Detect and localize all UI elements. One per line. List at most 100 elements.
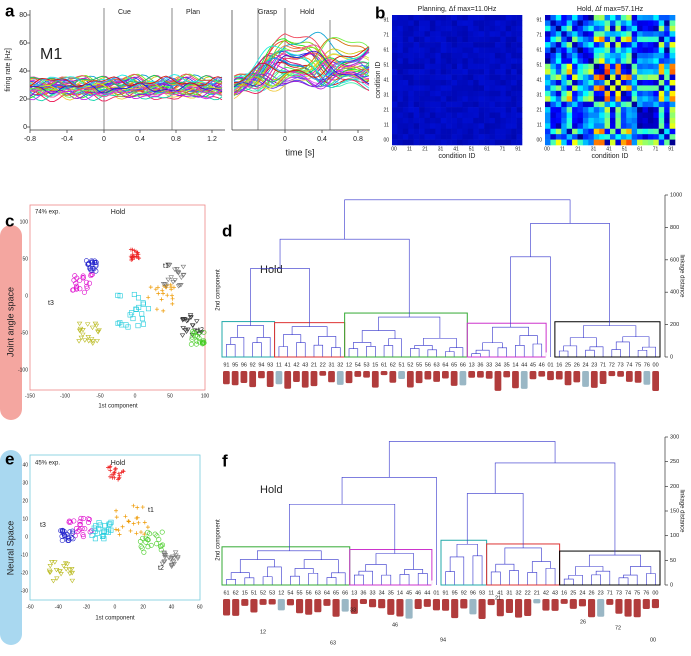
dendrogram-link (366, 345, 376, 357)
marker (77, 522, 83, 528)
heatmap-cell (653, 25, 660, 32)
heatmap-cell (446, 139, 452, 146)
heatmap-cell (397, 25, 404, 32)
heatmap-cell (440, 20, 447, 27)
dendrogram-link (267, 566, 282, 585)
heatmap-cell (572, 31, 578, 37)
heatmap-cell (631, 58, 638, 65)
dendrogram-link (515, 345, 525, 357)
marker (50, 578, 57, 584)
heatmap-cell (631, 47, 638, 54)
heatmap-cell (505, 107, 512, 113)
heatmap-cell (631, 112, 638, 119)
y-tick: 61 (383, 47, 389, 53)
dendrogram-link (642, 346, 656, 357)
heatmap-cell (511, 25, 517, 32)
y-tick: -100 (18, 367, 28, 373)
heatmap-cell (550, 36, 557, 43)
side-bar (0, 450, 22, 645)
marker (176, 283, 183, 288)
heatmap-cell (435, 101, 442, 108)
heatmap-cell (484, 69, 490, 75)
heatmap-cell (500, 15, 507, 21)
dendrogram-link (294, 568, 314, 577)
heatmap-cell (516, 128, 523, 135)
heatmap-cell (653, 47, 660, 54)
heatmap-cell (473, 139, 479, 146)
heatmap-cell (550, 58, 557, 65)
heatmap-cell (572, 69, 578, 75)
heatmap-cell (392, 96, 398, 102)
heatmap-cell (500, 52, 507, 59)
heatmap-cell (478, 112, 485, 119)
heatmap-cell (440, 139, 447, 146)
heatmap-cell (397, 20, 404, 27)
heatmap-cell (593, 20, 600, 27)
heatmap-cell (478, 25, 485, 32)
x-tick: -50 (96, 393, 103, 399)
heatmap-cell (658, 20, 665, 27)
heatmap-cell (419, 25, 425, 32)
marker (101, 528, 107, 534)
heatmap-cell (577, 123, 584, 130)
heatmap-cell (429, 128, 436, 135)
heatmap-cell (545, 139, 551, 146)
marker (106, 465, 111, 470)
heatmap-cell (440, 63, 447, 70)
heatmap-cell (478, 20, 485, 27)
heatmap-cell (408, 52, 414, 59)
heatmap-cell (516, 25, 523, 32)
marker (83, 279, 89, 285)
heatmap-cell (555, 112, 562, 119)
heatmap-cell (572, 96, 578, 102)
marker (69, 535, 75, 541)
shape-icon (319, 371, 327, 376)
leaf-label: 01 (547, 362, 553, 368)
shape-icon (433, 371, 440, 382)
heatmap-cell (467, 20, 474, 27)
heatmap-cell (669, 58, 676, 65)
marker (170, 279, 176, 285)
heatmap-cell (572, 52, 578, 59)
heatmap-cell (500, 36, 507, 43)
heatmap-cell (566, 107, 573, 113)
heatmap-cell (577, 117, 584, 124)
shape-icon (354, 371, 362, 377)
y-tick: 20 (22, 498, 28, 504)
heatmap-cell (631, 101, 638, 108)
marker (180, 272, 187, 278)
heatmap-cell (413, 107, 420, 113)
shape-label: 72 (615, 625, 621, 631)
heatmap-cell (435, 52, 442, 59)
marker (81, 289, 87, 295)
heatmap-cell (500, 47, 507, 54)
heatmap-cell (620, 20, 627, 27)
marker (174, 267, 180, 272)
y-tick: 200 (670, 484, 679, 490)
marker (137, 538, 143, 544)
heatmap-cell (440, 42, 447, 48)
heatmap-cell (647, 85, 654, 92)
x-tick: -100 (60, 393, 70, 399)
heatmap-cell (429, 107, 436, 113)
heatmap-cell (550, 25, 557, 32)
heatmap-cell (467, 58, 474, 65)
heatmap-cell (588, 42, 595, 48)
heatmap-cell (545, 74, 551, 81)
dendrogram-link (449, 556, 465, 585)
heatmap-cell (413, 52, 420, 59)
x-tick: -0.8 (24, 136, 36, 143)
marker (62, 534, 68, 540)
heatmap-cell (550, 139, 557, 146)
leaf-label: 11 (276, 362, 282, 368)
heatmap-cell (516, 139, 523, 146)
heatmap-cell (653, 128, 660, 135)
heatmap-cell (392, 90, 398, 97)
heatmap-cell (550, 96, 557, 102)
heatmap-cell (494, 134, 501, 140)
leaf-label: 54 (287, 590, 293, 596)
marker (94, 530, 100, 536)
heatmap-cell (637, 139, 643, 146)
heatmap-cell (440, 15, 447, 21)
dendrogram-link (354, 574, 364, 585)
